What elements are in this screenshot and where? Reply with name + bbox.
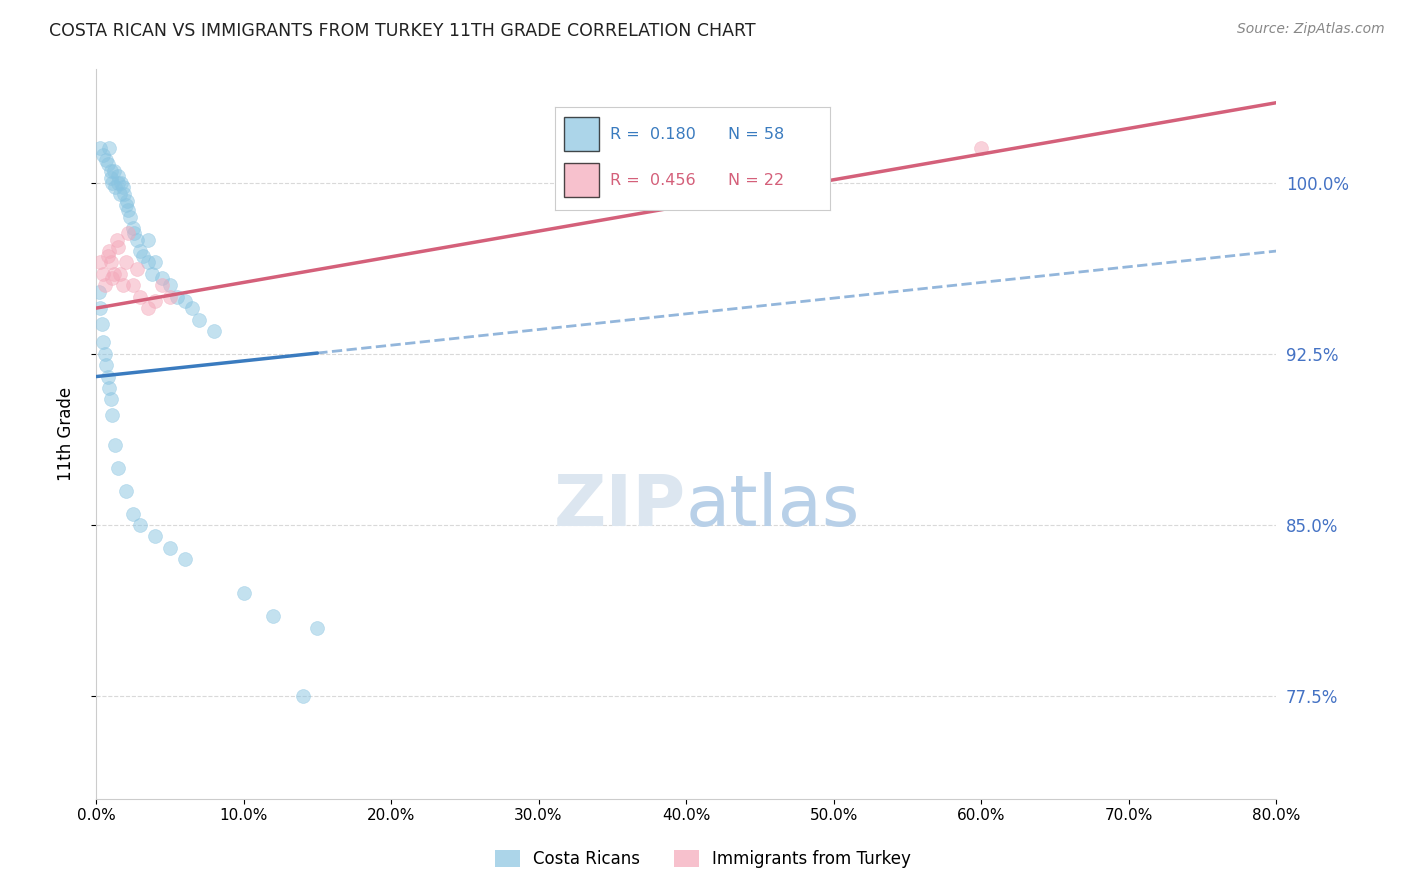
Point (232, 586, 254, 600)
Point (115, 194, 138, 208)
Point (98, 141, 121, 155)
Point (112, 187, 135, 202)
Point (180, 301, 202, 315)
Point (970, 141, 993, 155)
Point (262, 609, 284, 624)
Point (111, 278, 134, 293)
Point (100, 392, 122, 407)
Point (143, 529, 166, 543)
Y-axis label: 11th Grade: 11th Grade (58, 386, 75, 481)
Point (136, 233, 159, 247)
Point (108, 267, 131, 281)
Point (141, 267, 163, 281)
Text: N = 58: N = 58 (728, 127, 785, 142)
Text: atlas: atlas (686, 472, 860, 541)
Point (117, 226, 139, 240)
Point (89, 301, 111, 315)
Point (114, 198, 136, 212)
Point (110, 176, 132, 190)
Legend: Costa Ricans, Immigrants from Turkey: Costa Ricans, Immigrants from Turkey (488, 843, 918, 875)
Point (89, 255, 111, 269)
Point (129, 290, 152, 304)
Point (94, 278, 117, 293)
Point (307, 621, 329, 635)
Point (143, 255, 166, 269)
Point (108, 187, 131, 202)
Point (97, 369, 120, 384)
Point (104, 438, 127, 452)
Point (136, 301, 159, 315)
Point (124, 226, 146, 240)
Point (101, 176, 124, 190)
Text: ZIP: ZIP (554, 472, 686, 541)
Point (107, 461, 129, 475)
Point (96, 153, 118, 167)
Point (97, 249, 120, 263)
FancyBboxPatch shape (564, 163, 599, 197)
Point (93, 335, 115, 350)
Point (98, 244, 121, 258)
Point (98, 381, 121, 395)
Point (87, 285, 110, 300)
Point (107, 176, 129, 190)
Text: N = 22: N = 22 (728, 173, 785, 188)
Point (122, 278, 145, 293)
Point (159, 541, 181, 555)
Point (101, 271, 124, 285)
Point (103, 164, 125, 178)
Point (152, 271, 174, 285)
Point (202, 324, 225, 338)
Text: R =  0.456: R = 0.456 (610, 173, 696, 188)
Point (143, 294, 166, 309)
Point (118, 210, 141, 224)
Point (173, 294, 195, 309)
Point (103, 267, 125, 281)
Text: Source: ZipAtlas.com: Source: ZipAtlas.com (1237, 22, 1385, 37)
Point (100, 255, 122, 269)
Point (129, 244, 152, 258)
Point (96, 358, 118, 372)
Point (104, 180, 127, 194)
Point (97, 157, 120, 171)
Point (127, 262, 149, 277)
Point (122, 507, 145, 521)
Point (93, 148, 115, 162)
Point (117, 202, 139, 217)
Point (100, 164, 122, 178)
Text: COSTA RICAN VS IMMIGRANTS FROM TURKEY 11TH GRADE CORRELATION CHART: COSTA RICAN VS IMMIGRANTS FROM TURKEY 11… (49, 22, 756, 40)
Point (105, 233, 128, 247)
Point (152, 278, 174, 293)
Point (166, 290, 188, 304)
Point (114, 483, 136, 498)
Point (93, 267, 115, 281)
Point (107, 239, 129, 253)
Point (101, 409, 124, 423)
Point (90, 317, 112, 331)
Point (188, 312, 211, 326)
Point (89, 141, 111, 155)
Point (173, 552, 195, 566)
Point (122, 221, 145, 235)
Point (291, 689, 314, 703)
Point (127, 233, 149, 247)
Point (100, 171, 122, 186)
Point (129, 517, 152, 532)
Text: R =  0.180: R = 0.180 (610, 127, 696, 142)
FancyBboxPatch shape (564, 118, 599, 151)
Point (94, 347, 117, 361)
Point (107, 169, 129, 183)
Point (136, 255, 159, 269)
Point (111, 180, 134, 194)
Point (159, 278, 181, 293)
Point (114, 255, 136, 269)
Point (159, 290, 181, 304)
Point (132, 249, 155, 263)
